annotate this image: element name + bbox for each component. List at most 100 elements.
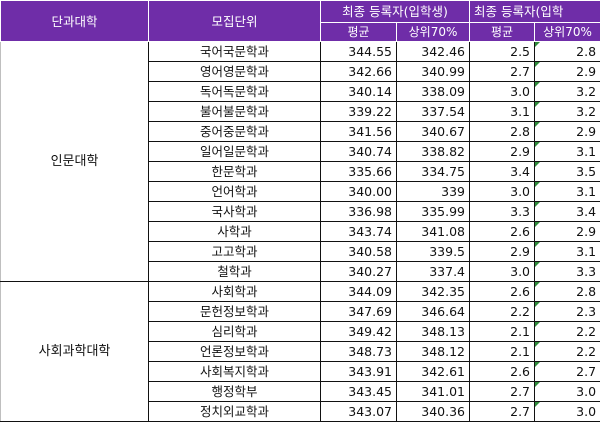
top70-grade-cell[interactable]: 3.1 (534, 241, 600, 262)
average-score-cell[interactable]: 344.55 (320, 41, 397, 62)
header-average-1[interactable]: 평균 (320, 22, 397, 42)
average-grade-cell[interactable]: 3.1 (469, 101, 536, 122)
average-score-cell[interactable]: 342.66 (320, 61, 397, 82)
header-group-enrolled[interactable]: 최종 등록자(입학생) (319, 0, 471, 23)
average-grade-cell[interactable]: 2.6 (469, 361, 536, 382)
average-score-cell[interactable]: 343.45 (320, 381, 397, 402)
average-score-cell[interactable]: 341.56 (320, 121, 397, 142)
header-top70-2[interactable]: 상위70% (534, 22, 600, 42)
header-average-2[interactable]: 평균 (469, 22, 536, 42)
top70-score-cell[interactable]: 337.54 (395, 101, 471, 122)
top70-score-cell[interactable]: 341.08 (395, 221, 471, 242)
average-score-cell[interactable]: 340.74 (320, 141, 397, 162)
average-score-cell[interactable]: 344.09 (320, 281, 397, 302)
average-score-cell[interactable]: 349.42 (320, 321, 397, 342)
department-cell[interactable]: 언론정보학과 (148, 341, 321, 362)
department-cell[interactable]: 철학과 (148, 261, 321, 282)
top70-grade-cell[interactable]: 3.1 (534, 141, 600, 162)
average-grade-cell[interactable]: 3.0 (469, 261, 536, 282)
top70-score-cell[interactable]: 340.67 (395, 121, 471, 142)
top70-grade-cell[interactable]: 2.3 (534, 301, 600, 322)
top70-score-cell[interactable]: 342.61 (395, 361, 471, 382)
department-cell[interactable]: 국사학과 (148, 201, 321, 222)
average-score-cell[interactable]: 348.73 (320, 341, 397, 362)
average-grade-cell[interactable]: 2.6 (469, 221, 536, 242)
top70-score-cell[interactable]: 341.01 (395, 381, 471, 402)
top70-grade-cell[interactable]: 2.7 (534, 361, 600, 382)
top70-grade-cell[interactable]: 2.8 (534, 281, 600, 302)
department-cell[interactable]: 사회복지학과 (148, 361, 321, 382)
top70-score-cell[interactable]: 348.12 (395, 341, 471, 362)
top70-grade-cell[interactable]: 2.9 (534, 61, 600, 82)
average-grade-cell[interactable]: 2.8 (469, 121, 536, 142)
average-grade-cell[interactable]: 2.1 (469, 341, 536, 362)
department-cell[interactable]: 심리학과 (148, 321, 321, 342)
department-cell[interactable]: 중어중문학과 (148, 121, 321, 142)
top70-score-cell[interactable]: 338.09 (395, 81, 471, 102)
top70-grade-cell[interactable]: 3.0 (534, 381, 600, 402)
top70-score-cell[interactable]: 339 (395, 181, 471, 202)
top70-score-cell[interactable]: 340.36 (395, 401, 471, 422)
department-cell[interactable]: 국어국문학과 (148, 41, 321, 62)
average-score-cell[interactable]: 340.14 (320, 81, 397, 102)
top70-grade-cell[interactable]: 2.8 (534, 41, 600, 62)
average-grade-cell[interactable]: 2.9 (469, 241, 536, 262)
average-score-cell[interactable]: 336.98 (320, 201, 397, 222)
top70-score-cell[interactable]: 335.99 (395, 201, 471, 222)
average-score-cell[interactable]: 335.66 (320, 161, 397, 182)
average-score-cell[interactable]: 340.58 (320, 241, 397, 262)
average-grade-cell[interactable]: 3.0 (469, 81, 536, 102)
top70-grade-cell[interactable]: 2.9 (534, 121, 600, 142)
top70-score-cell[interactable]: 338.82 (395, 141, 471, 162)
average-score-cell[interactable]: 343.91 (320, 361, 397, 382)
top70-grade-cell[interactable]: 3.3 (534, 261, 600, 282)
average-grade-cell[interactable]: 2.7 (469, 381, 536, 402)
department-cell[interactable]: 일어일문학과 (148, 141, 321, 162)
top70-score-cell[interactable]: 334.75 (395, 161, 471, 182)
average-grade-cell[interactable]: 2.5 (469, 41, 536, 62)
average-grade-cell[interactable]: 2.6 (469, 281, 536, 302)
average-score-cell[interactable]: 347.69 (320, 301, 397, 322)
top70-score-cell[interactable]: 339.5 (395, 241, 471, 262)
top70-grade-cell[interactable]: 3.2 (534, 81, 600, 102)
average-grade-cell[interactable]: 2.9 (469, 141, 536, 162)
header-college[interactable]: 단과대학 (0, 0, 149, 42)
top70-score-cell[interactable]: 337.4 (395, 261, 471, 282)
top70-grade-cell[interactable]: 3.1 (534, 181, 600, 202)
average-grade-cell[interactable]: 2.7 (469, 401, 536, 422)
department-cell[interactable]: 고고학과 (148, 241, 321, 262)
department-cell[interactable]: 사학과 (148, 221, 321, 242)
average-grade-cell[interactable]: 2.7 (469, 61, 536, 82)
header-group-enrolled-2[interactable]: 최종 등록자(입학 (469, 0, 600, 23)
top70-score-cell[interactable]: 348.13 (395, 321, 471, 342)
average-score-cell[interactable]: 340.00 (320, 181, 397, 202)
average-score-cell[interactable]: 340.27 (320, 261, 397, 282)
average-grade-cell[interactable]: 3.0 (469, 181, 536, 202)
header-department[interactable]: 모집단위 (148, 0, 321, 42)
top70-grade-cell[interactable]: 2.9 (534, 221, 600, 242)
top70-grade-cell[interactable]: 3.0 (534, 401, 600, 422)
header-top70-1[interactable]: 상위70% (395, 22, 471, 42)
top70-grade-cell[interactable]: 2.2 (534, 341, 600, 362)
average-grade-cell[interactable]: 3.4 (469, 161, 536, 182)
top70-score-cell[interactable]: 340.99 (395, 61, 471, 82)
college-cell[interactable]: 인문대학 (0, 41, 149, 282)
average-grade-cell[interactable]: 2.1 (469, 321, 536, 342)
college-cell[interactable]: 사회과학대학 (0, 281, 149, 422)
department-cell[interactable]: 언어학과 (148, 181, 321, 202)
department-cell[interactable]: 행정학부 (148, 381, 321, 402)
average-grade-cell[interactable]: 2.2 (469, 301, 536, 322)
top70-score-cell[interactable]: 346.64 (395, 301, 471, 322)
top70-grade-cell[interactable]: 2.2 (534, 321, 600, 342)
department-cell[interactable]: 한문학과 (148, 161, 321, 182)
department-cell[interactable]: 독어독문학과 (148, 81, 321, 102)
average-score-cell[interactable]: 339.22 (320, 101, 397, 122)
department-cell[interactable]: 불어불문학과 (148, 101, 321, 122)
top70-grade-cell[interactable]: 3.5 (534, 161, 600, 182)
average-score-cell[interactable]: 343.07 (320, 401, 397, 422)
top70-score-cell[interactable]: 342.35 (395, 281, 471, 302)
top70-score-cell[interactable]: 342.46 (395, 41, 471, 62)
department-cell[interactable]: 영어영문학과 (148, 61, 321, 82)
department-cell[interactable]: 정치외교학과 (148, 401, 321, 422)
top70-grade-cell[interactable]: 3.2 (534, 101, 600, 122)
